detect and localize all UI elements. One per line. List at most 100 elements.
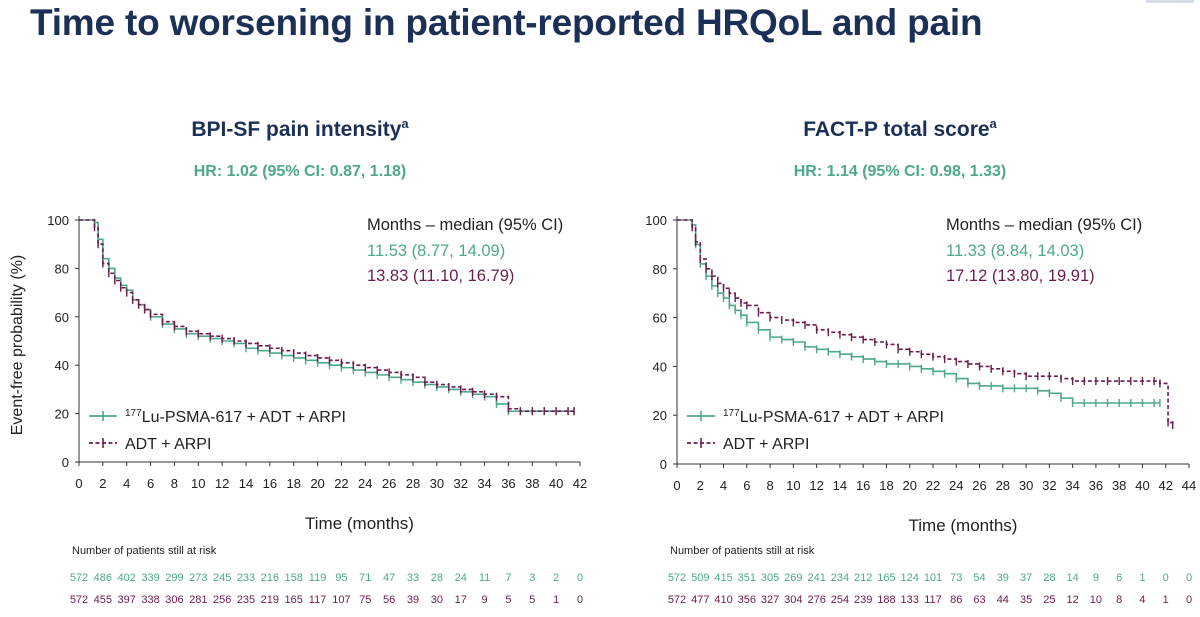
at-risk-count: 73 (950, 572, 962, 584)
at-risk-count: 39 (407, 594, 419, 606)
x-tick-label: 28 (406, 476, 420, 491)
x-tick-label: 32 (453, 476, 467, 491)
x-tick-label: 38 (525, 476, 539, 491)
x-tick-label: 14 (833, 478, 847, 493)
at-risk-count: 165 (877, 572, 895, 584)
at-risk-count: 5 (529, 594, 535, 606)
at-risk-count: 10 (1090, 594, 1102, 606)
at-risk-count: 0 (1186, 594, 1192, 606)
at-risk-count: 1 (1139, 572, 1145, 584)
at-risk-count: 299 (165, 572, 183, 584)
km-plot-bpi: 0 2 4 6 8 10 12 14 16 18 20 22 24 26 28 30 32 34 36 38 40 420… (9, 213, 587, 606)
y-tick-label: 20 (55, 407, 69, 422)
median-header: Months – median (95% CI) (946, 216, 1142, 234)
at-risk-count: 0 (577, 572, 583, 584)
at-risk-count: 509 (691, 572, 709, 584)
x-tick-label: 24 (358, 476, 372, 491)
x-tick-label: 36 (501, 476, 515, 491)
hazard-ratio-text: HR: 1.02 (95% CI: 0.87, 1.18) (193, 163, 407, 180)
at-risk-count: 11 (479, 572, 490, 584)
x-tick-label: 34 (477, 476, 491, 491)
at-risk-count: 86 (950, 594, 962, 606)
at-risk-count: 17 (455, 594, 467, 606)
at-risk-count: 410 (714, 594, 732, 606)
x-tick-label: 4 (123, 476, 130, 491)
x-tick-label: 40 (549, 476, 563, 491)
legend-label-superscript: 177 (723, 408, 740, 419)
x-tick-label: 30 (1019, 478, 1033, 493)
x-tick-label: 10 (191, 476, 205, 491)
chart-title: BPI-SF pain intensitya (191, 116, 409, 141)
x-tick-label: 28 (996, 478, 1010, 493)
x-tick-label: 0 (673, 478, 680, 493)
x-tick-label: 6 (743, 478, 750, 493)
x-tick-label: 18 (879, 478, 893, 493)
legend-label-control: ADT + ARPI (723, 436, 809, 453)
y-tick-label: 100 (645, 213, 667, 228)
x-tick-label: 42 (573, 476, 587, 491)
y-tick-label: 80 (653, 262, 667, 277)
km-plot-factp: 0 2 4 6 8 10 12 14 16 18 20 22 24 26 28 30 32 34 36 38 40 42 4… (645, 213, 1196, 606)
at-risk-count: 216 (261, 572, 279, 584)
at-risk-count: 0 (577, 594, 583, 606)
at-risk-count: 33 (407, 572, 419, 584)
y-tick-label: 80 (55, 261, 69, 276)
at-risk-count: 327 (761, 594, 779, 606)
x-tick-label: 20 (310, 476, 324, 491)
at-risk-count: 119 (309, 572, 327, 584)
x-tick-label: 4 (720, 478, 727, 493)
x-tick-label: 22 (926, 478, 940, 493)
y-axis-label: Event-free probability (%) (9, 255, 26, 436)
at-risk-count: 276 (807, 594, 825, 606)
at-risk-count: 356 (738, 594, 756, 606)
at-risk-count: 245 (213, 572, 231, 584)
x-tick-label: 0 (75, 476, 82, 491)
hazard-ratio-text: HR: 1.14 (95% CI: 0.98, 1.33) (793, 163, 1007, 180)
legend-label-text: Lu-PSMA-617 + ADT + ARPI (142, 409, 346, 426)
at-risk-count: 4 (1139, 594, 1145, 606)
median-control: 17.12 (13.80, 19.91) (946, 267, 1095, 285)
legend-label-superscript: 177 (125, 408, 142, 419)
x-tick-label: 24 (949, 478, 963, 493)
y-tick-label: 0 (660, 457, 667, 472)
x-tick-label: 2 (99, 476, 106, 491)
at-risk-title: Number of patients still at risk (670, 545, 815, 557)
at-risk-count: 75 (359, 594, 371, 606)
legend-label-treatment: 177Lu-PSMA-617 + ADT + ARPI (723, 408, 944, 426)
at-risk-count: 95 (335, 572, 347, 584)
at-risk-count: 14 (1067, 572, 1079, 584)
x-tick-label: 26 (382, 476, 396, 491)
y-tick-label: 60 (653, 311, 667, 326)
at-risk-count: 133 (901, 594, 919, 606)
x-tick-label: 36 (1089, 478, 1103, 493)
at-risk-count: 415 (714, 572, 732, 584)
at-risk-count: 306 (165, 594, 183, 606)
at-risk-count: 9 (1093, 572, 1099, 584)
at-risk-count: 5 (505, 594, 511, 606)
median-control: 13.83 (11.10, 16.79) (367, 267, 514, 285)
y-tick-label: 40 (653, 359, 667, 374)
median-treatment: 11.53 (8.77, 14.09) (367, 242, 505, 260)
x-tick-label: 8 (171, 476, 178, 491)
at-risk-count: 455 (94, 594, 112, 606)
x-tick-label: 8 (766, 478, 773, 493)
legend-label-treatment: 177Lu-PSMA-617 + ADT + ARPI (125, 408, 346, 426)
x-tick-label: 38 (1112, 478, 1126, 493)
at-risk-count: 63 (973, 594, 985, 606)
at-risk-count: 8 (1116, 594, 1122, 606)
at-risk-count: 212 (854, 572, 872, 584)
x-axis-label: Time (months) (305, 514, 414, 533)
y-tick-label: 0 (62, 455, 69, 470)
at-risk-count: 7 (505, 572, 511, 584)
at-risk-count: 402 (118, 572, 136, 584)
at-risk-count: 28 (1043, 572, 1055, 584)
at-risk-count: 351 (738, 572, 756, 584)
at-risk-count: 101 (924, 572, 942, 584)
at-risk-count: 6 (1116, 572, 1122, 584)
x-tick-label: 20 (902, 478, 916, 493)
x-tick-label: 12 (215, 476, 229, 491)
y-tick-label: 60 (55, 310, 69, 325)
at-risk-count: 2 (553, 572, 559, 584)
at-risk-count: 572 (668, 594, 686, 606)
at-risk-count: 1 (553, 594, 559, 606)
